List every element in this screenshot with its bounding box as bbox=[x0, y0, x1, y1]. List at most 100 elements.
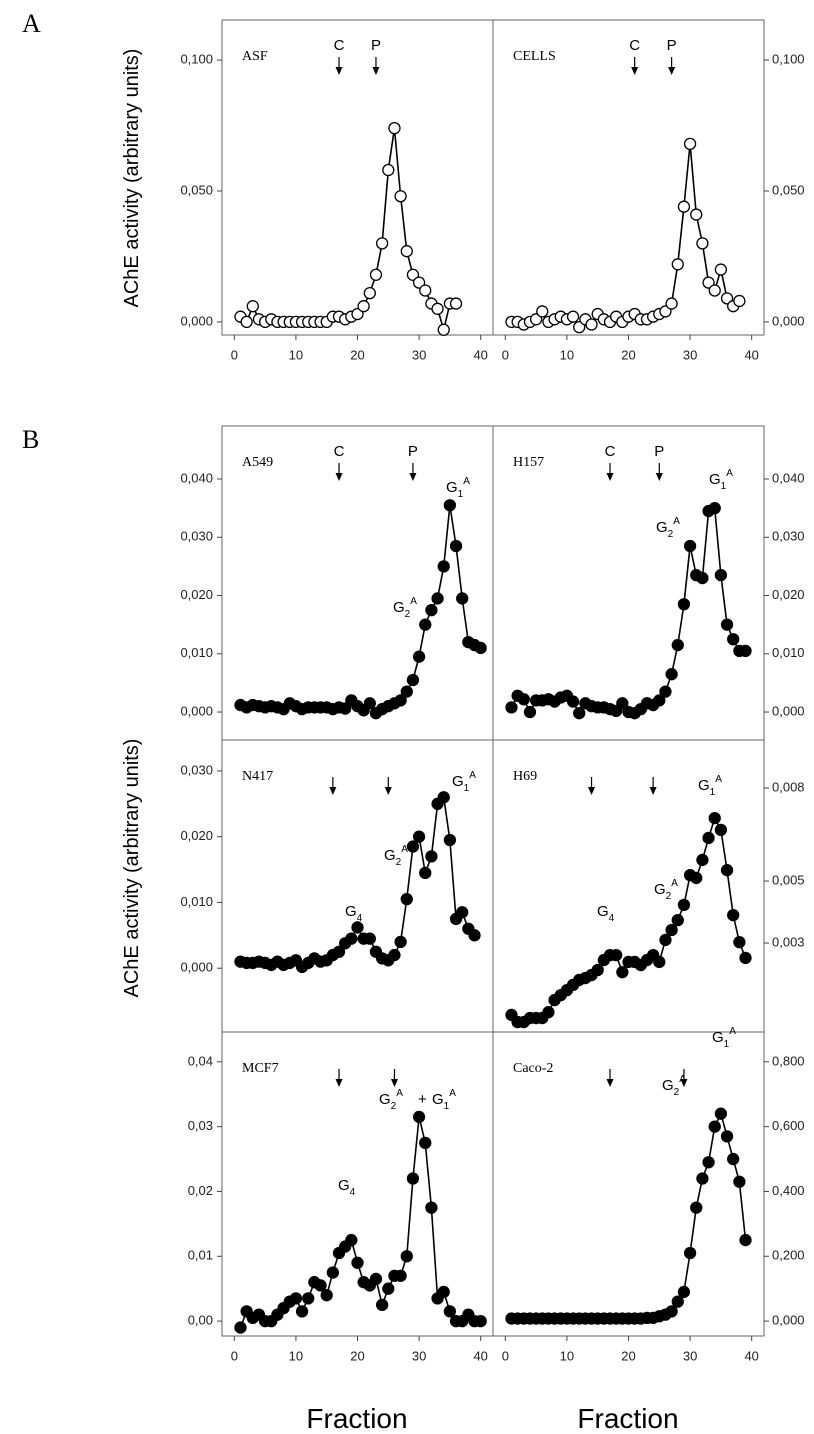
data-point bbox=[696, 237, 709, 250]
data-point bbox=[332, 945, 346, 958]
data-point bbox=[591, 963, 604, 977]
data-point bbox=[671, 258, 684, 271]
data-point bbox=[394, 694, 407, 707]
data-point bbox=[671, 913, 684, 927]
x-tick-label: 20 bbox=[350, 1348, 364, 1363]
plot-frame bbox=[492, 1031, 765, 1337]
annotation-sup: A bbox=[463, 476, 470, 487]
annotation-base: G bbox=[393, 599, 405, 616]
panel-title: ASF bbox=[242, 49, 268, 64]
data-line bbox=[510, 506, 746, 715]
arrow-label: P bbox=[408, 443, 418, 460]
annotation-text: + bbox=[418, 1091, 427, 1108]
data-point bbox=[351, 921, 364, 934]
data-point bbox=[585, 318, 598, 331]
data-point bbox=[412, 830, 426, 843]
arrow-head bbox=[649, 787, 657, 795]
data-point bbox=[696, 853, 709, 867]
y-tick-label: 0,010 bbox=[180, 894, 213, 909]
data-point bbox=[351, 1256, 364, 1269]
peak-annotation: G2 A bbox=[662, 1074, 686, 1098]
data-point bbox=[394, 190, 407, 203]
annotation-sub: 1 bbox=[710, 787, 716, 798]
annotation-sub: 2 bbox=[668, 529, 674, 540]
data-point bbox=[708, 501, 721, 515]
data-point bbox=[357, 300, 370, 313]
data-point bbox=[739, 1233, 752, 1247]
arrow-label: P bbox=[654, 443, 664, 460]
y-tick-label: 0,040 bbox=[772, 470, 805, 485]
arrow-head bbox=[384, 787, 392, 795]
data-point bbox=[665, 297, 678, 310]
data-line bbox=[510, 816, 747, 1023]
data-point bbox=[412, 1110, 426, 1124]
arrow-head bbox=[606, 473, 614, 481]
y-tick-label: 0,030 bbox=[772, 529, 805, 544]
x-tick-label: 10 bbox=[289, 347, 303, 362]
data-point bbox=[375, 1298, 389, 1312]
annotation-sub: 2 bbox=[674, 1087, 680, 1098]
arrow-head bbox=[390, 1079, 398, 1087]
y-tick-label: 0,000 bbox=[772, 1313, 805, 1328]
data-point bbox=[739, 644, 752, 658]
data-point bbox=[474, 1314, 487, 1328]
arrow-label: C bbox=[629, 37, 640, 54]
peak-annotation: G2 A bbox=[384, 844, 408, 868]
x-tick-label: 40 bbox=[473, 347, 487, 362]
y-tick-label: 0,000 bbox=[180, 703, 213, 718]
data-point bbox=[573, 707, 586, 720]
data-point bbox=[727, 1152, 740, 1166]
data-point bbox=[443, 499, 457, 512]
annotation-sub: 4 bbox=[609, 913, 615, 924]
data-point bbox=[456, 592, 469, 605]
panel-title: H69 bbox=[513, 769, 537, 784]
data-point bbox=[419, 1136, 432, 1149]
arrow-head bbox=[680, 1079, 688, 1087]
x-axis-label: Fraction bbox=[577, 1403, 678, 1434]
data-point bbox=[616, 966, 629, 979]
data-point bbox=[474, 641, 487, 655]
data-point bbox=[665, 923, 678, 937]
data-point bbox=[505, 701, 518, 714]
y-tick-label: 0,200 bbox=[772, 1248, 805, 1263]
data-point bbox=[320, 1289, 333, 1302]
data-point bbox=[677, 1285, 691, 1299]
arrow-head bbox=[335, 1079, 343, 1087]
data-point bbox=[702, 831, 715, 845]
peak-annotation: G1 A bbox=[698, 774, 722, 798]
panel-title: H157 bbox=[513, 455, 544, 470]
annotation-sup: A bbox=[396, 1088, 403, 1099]
data-point bbox=[690, 871, 703, 885]
y-tick-label: 0,000 bbox=[180, 313, 213, 328]
x-axis-label: Fraction bbox=[306, 1403, 407, 1434]
y-tick-label: 0,04 bbox=[188, 1053, 213, 1068]
data-point bbox=[733, 935, 746, 949]
y-tick-label: 0,010 bbox=[772, 645, 805, 660]
data-point bbox=[714, 823, 728, 837]
data-point bbox=[683, 539, 697, 553]
data-point bbox=[394, 1269, 407, 1282]
data-point bbox=[677, 200, 691, 213]
x-tick-label: 40 bbox=[473, 1348, 487, 1363]
data-point bbox=[683, 137, 697, 151]
annotation-sub: 1 bbox=[464, 783, 470, 794]
y-tick-label: 0,020 bbox=[772, 587, 805, 602]
data-point bbox=[369, 1272, 383, 1286]
arrow-head bbox=[372, 67, 380, 75]
annotation-base: G bbox=[698, 777, 710, 794]
data-point bbox=[616, 697, 629, 710]
annotation-base: G bbox=[345, 903, 357, 920]
y-tick-label: 0,005 bbox=[772, 872, 805, 887]
data-line bbox=[240, 505, 482, 715]
peak-annotation: G1 A bbox=[709, 468, 733, 492]
data-point bbox=[449, 539, 463, 553]
data-point bbox=[419, 618, 432, 631]
data-point bbox=[720, 864, 734, 877]
x-tick-label: 10 bbox=[560, 1348, 574, 1363]
peak-annotation: G2 A bbox=[654, 878, 678, 902]
data-point bbox=[382, 163, 395, 177]
data-point bbox=[542, 1006, 555, 1019]
data-point bbox=[733, 1175, 746, 1188]
data-point bbox=[406, 673, 420, 687]
panel-title: N417 bbox=[242, 769, 273, 784]
